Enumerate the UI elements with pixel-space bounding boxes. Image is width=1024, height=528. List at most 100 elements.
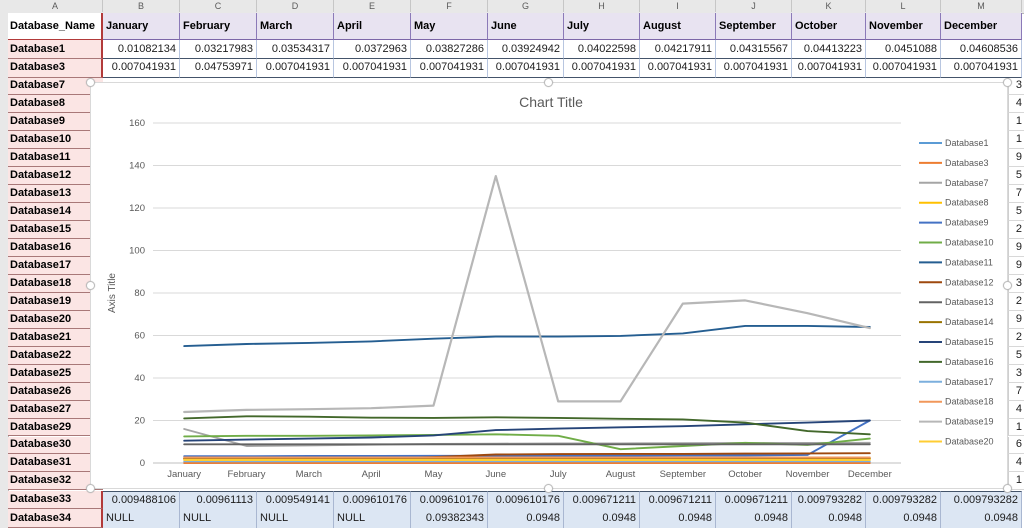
legend-label-database7[interactable]: Database7: [945, 178, 989, 188]
cell-value[interactable]: 0.09382343: [411, 509, 488, 528]
partial-cell-value[interactable]: 4: [1008, 400, 1024, 419]
row-label-database17[interactable]: Database17: [8, 257, 103, 275]
cell-value[interactable]: 0.007041931: [640, 59, 716, 78]
legend-label-database20[interactable]: Database20: [945, 437, 994, 447]
partial-cell-value[interactable]: 2: [1008, 221, 1024, 240]
cell-value[interactable]: 0.04413223: [792, 40, 866, 59]
column-letter-H[interactable]: H: [564, 0, 640, 12]
cell-value[interactable]: 0.007041931: [103, 59, 180, 78]
cell-value[interactable]: 0.007041931: [941, 59, 1022, 78]
cell-value[interactable]: 0.0451088: [866, 40, 941, 59]
cell-value[interactable]: 0.0948: [564, 509, 640, 528]
partial-cell-value[interactable]: 9: [1008, 149, 1024, 168]
row-label-database1[interactable]: Database1: [8, 40, 103, 59]
cell-value[interactable]: 0.03534317: [257, 40, 334, 59]
partial-cell-value[interactable]: 2: [1008, 328, 1024, 347]
row-label-database30[interactable]: Database30: [8, 436, 103, 455]
column-letter-L[interactable]: L: [866, 0, 941, 12]
partial-cell-value[interactable]: 7: [1008, 185, 1024, 204]
row-label-database20[interactable]: Database20: [8, 310, 103, 329]
cell-value[interactable]: 0.03217983: [180, 40, 257, 59]
partial-cell-value[interactable]: 1: [1008, 418, 1024, 437]
partial-cell-value[interactable]: 5: [1008, 203, 1024, 222]
cell-value[interactable]: 0.009488106: [103, 490, 180, 509]
row-label-database29[interactable]: Database29: [8, 418, 103, 437]
row-label-database22[interactable]: Database22: [8, 346, 103, 365]
chart-resize-handle[interactable]: [1003, 484, 1012, 493]
cell-value[interactable]: 0.0948: [488, 509, 564, 528]
legend-label-database19[interactable]: Database19: [945, 417, 994, 427]
row-label-database11[interactable]: Database11: [8, 149, 103, 168]
cell-value[interactable]: 0.04608536: [941, 40, 1022, 59]
cell-value[interactable]: 0.0948: [792, 509, 866, 528]
cell-value[interactable]: 0.0948: [640, 509, 716, 528]
cell-value[interactable]: 0.009610176: [334, 490, 411, 509]
series-line-database19[interactable]: [183, 174, 871, 414]
cell-value[interactable]: 0.009671211: [640, 490, 716, 509]
row-label-database8[interactable]: Database8: [8, 95, 103, 114]
row-label-database12[interactable]: Database12: [8, 167, 103, 186]
legend-label-database15[interactable]: Database15: [945, 337, 994, 347]
legend-label-database10[interactable]: Database10: [945, 238, 994, 248]
legend-label-database17[interactable]: Database17: [945, 377, 994, 387]
cell-value[interactable]: 0.007041931: [792, 59, 866, 78]
header-cell-november[interactable]: November: [866, 13, 941, 40]
legend-label-database8[interactable]: Database8: [945, 198, 989, 208]
cell-value[interactable]: 0.009610176: [488, 490, 564, 509]
partial-cell-value[interactable]: 5: [1008, 346, 1024, 365]
row-label-database7[interactable]: Database7: [8, 77, 103, 96]
cell-value[interactable]: 0.007041931: [564, 59, 640, 78]
partial-cell-value[interactable]: 2: [1008, 292, 1024, 311]
row-label-database27[interactable]: Database27: [8, 400, 103, 419]
chart-resize-handle[interactable]: [86, 78, 95, 87]
column-letter-K[interactable]: K: [792, 0, 866, 12]
partial-cell-value[interactable]: 9: [1008, 239, 1024, 257]
row-label-database32[interactable]: Database32: [8, 472, 103, 491]
cell-value[interactable]: 0.0948: [866, 509, 941, 528]
header-cell-august[interactable]: August: [640, 13, 716, 40]
row-label-database34[interactable]: Database34: [8, 509, 103, 528]
chart-resize-handle[interactable]: [544, 484, 553, 493]
row-label-database14[interactable]: Database14: [8, 203, 103, 222]
cell-value[interactable]: 0.007041931: [866, 59, 941, 78]
legend-label-database16[interactable]: Database16: [945, 357, 994, 367]
partial-cell-value[interactable]: 1: [1008, 472, 1024, 491]
y-axis-title[interactable]: Axis Title: [107, 273, 118, 313]
header-cell-march[interactable]: March: [257, 13, 334, 40]
row-label-database9[interactable]: Database9: [8, 113, 103, 132]
header-cell-june[interactable]: June: [488, 13, 564, 40]
legend-label-database3[interactable]: Database3: [945, 158, 989, 168]
partial-cell-value[interactable]: 5: [1008, 167, 1024, 186]
column-letter-E[interactable]: E: [334, 0, 411, 12]
series-line-database16[interactable]: [183, 415, 871, 436]
cell-value[interactable]: 0.01082134: [103, 40, 180, 59]
cell-value[interactable]: 0.04753971: [180, 59, 257, 78]
series-line-database11[interactable]: [183, 324, 871, 348]
partial-cell-value[interactable]: 4: [1008, 454, 1024, 473]
column-letter-F[interactable]: F: [411, 0, 488, 12]
partial-cell-value[interactable]: 1: [1008, 113, 1024, 132]
partial-cell-value[interactable]: 7: [1008, 382, 1024, 401]
row-label-database3[interactable]: Database3: [8, 59, 103, 78]
row-label-database15[interactable]: Database15: [8, 221, 103, 240]
row-label-database16[interactable]: Database16: [8, 239, 103, 257]
chart-resize-handle[interactable]: [86, 281, 95, 290]
header-cell-december[interactable]: December: [941, 13, 1022, 40]
cell-value[interactable]: 0.009793282: [792, 490, 866, 509]
row-label-database25[interactable]: Database25: [8, 364, 103, 383]
chart-resize-handle[interactable]: [1003, 281, 1012, 290]
header-cell-database-name[interactable]: Database_Name: [8, 13, 103, 40]
cell-value[interactable]: 0.009671211: [716, 490, 792, 509]
column-letter-J[interactable]: J: [716, 0, 792, 12]
cell-value[interactable]: NULL: [180, 509, 257, 528]
chart-resize-handle[interactable]: [1003, 78, 1012, 87]
partial-cell-value[interactable]: 1: [1008, 131, 1024, 150]
legend-label-database1[interactable]: Database1: [945, 138, 989, 148]
cell-value[interactable]: 0.04022598: [564, 40, 640, 59]
legend-label-database9[interactable]: Database9: [945, 218, 989, 228]
partial-cell-value[interactable]: 6: [1008, 436, 1024, 455]
column-letter-B[interactable]: B: [103, 0, 180, 12]
cell-value[interactable]: 0.007041931: [716, 59, 792, 78]
partial-cell-value[interactable]: 4: [1008, 95, 1024, 114]
chart-title[interactable]: Chart Title: [519, 94, 583, 110]
